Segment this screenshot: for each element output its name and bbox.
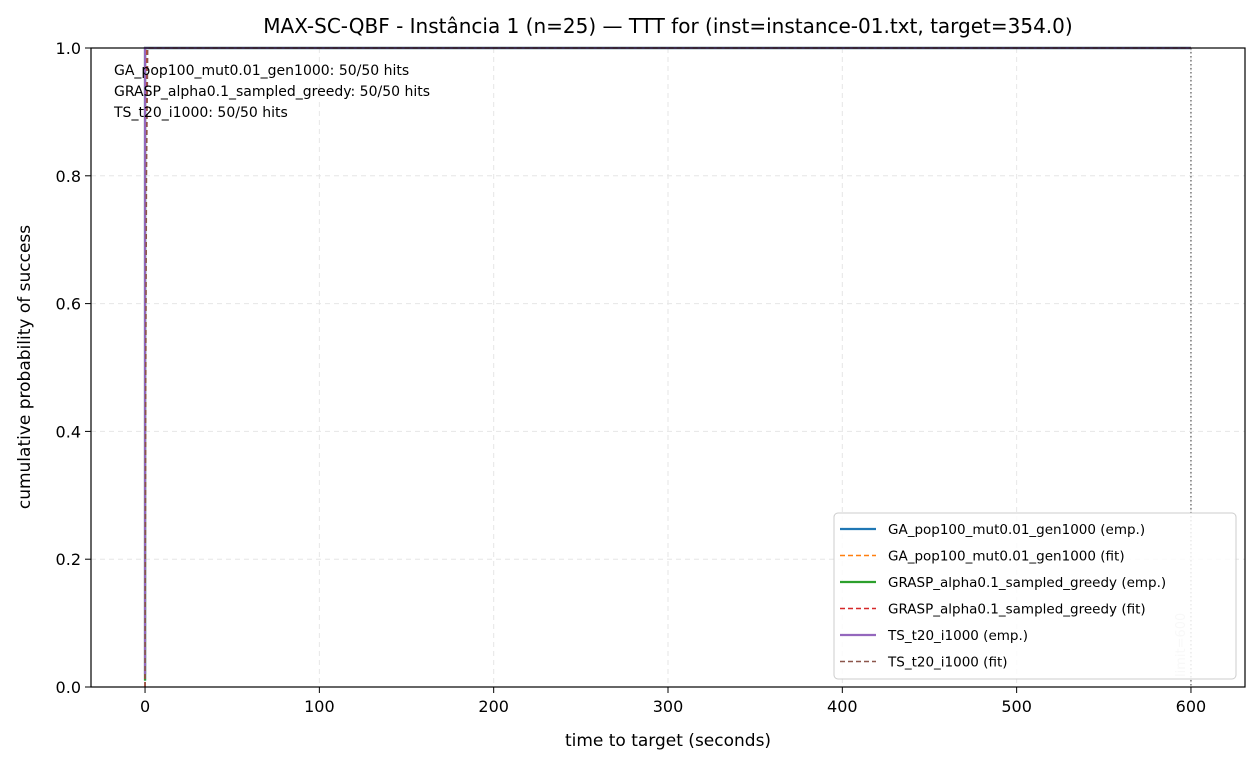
legend-entry-label: GRASP_alpha0.1_sampled_greedy (fit) — [888, 602, 1146, 618]
x-tick-label: 600 — [1176, 697, 1207, 716]
legend: GA_pop100_mut0.01_gen1000 (emp.) GA_pop10… — [833, 512, 1237, 680]
y-tick-label: 0.8 — [56, 167, 81, 186]
legend-entry-label: GA_pop100_mut0.01_gen1000 (fit) — [888, 549, 1125, 565]
legend-box — [833, 512, 1237, 680]
x-axis-label: time to target (seconds) — [565, 731, 771, 751]
x-tick-label: 400 — [827, 697, 858, 716]
legend-entry-label: GRASP_alpha0.1_sampled_greedy (emp.) — [888, 575, 1166, 591]
x-tick-label: 0 — [140, 697, 150, 716]
chart-title: MAX-SC-QBF - Instância 1 (n=25) — TTT fo… — [263, 14, 1072, 38]
hits-annotation: GA_pop100_mut0.01_gen1000: 50/50 hits — [114, 63, 409, 79]
legend-entry-label: TS_t20_i1000 (emp.) — [887, 628, 1028, 644]
y-tick-label: 0.6 — [56, 295, 81, 314]
hits-annotation: TS_t20_i1000: 50/50 hits — [113, 105, 288, 121]
x-tick-label: 100 — [304, 697, 335, 716]
y-tick-label: 0.2 — [56, 550, 81, 569]
hits-annotations: GA_pop100_mut0.01_gen1000: 50/50 hits GRA… — [113, 63, 430, 121]
hits-annotation: GRASP_alpha0.1_sampled_greedy: 50/50 hit… — [114, 84, 430, 100]
legend-entry-label: TS_t20_i1000 (fit) — [887, 655, 1008, 671]
x-tick-label: 200 — [478, 697, 509, 716]
legend-entry-label: GA_pop100_mut0.01_gen1000 (emp.) — [888, 522, 1145, 538]
y-axis-ticks: 0.0 0.2 0.4 0.6 0.8 1.0 — [56, 39, 91, 697]
x-tick-label: 500 — [1001, 697, 1032, 716]
x-tick-label: 300 — [653, 697, 684, 716]
y-tick-label: 1.0 — [56, 39, 81, 58]
y-tick-label: 0.0 — [56, 678, 81, 697]
y-tick-label: 0.4 — [56, 422, 81, 441]
y-axis-label: cumulative probability of success — [15, 225, 35, 509]
x-axis-ticks: 0 100 200 300 400 500 600 — [140, 687, 1206, 716]
